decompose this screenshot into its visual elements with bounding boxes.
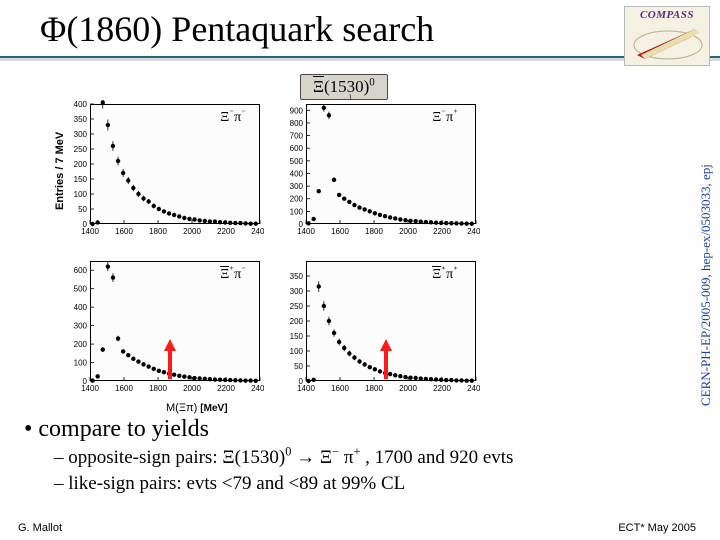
svg-text:0: 0	[83, 220, 88, 229]
footer-left: G. Mallot	[18, 522, 62, 534]
svg-text:50: 50	[78, 205, 87, 214]
svg-text:500: 500	[74, 285, 88, 294]
panel-title-tr: Ξ⁻π⁺	[432, 110, 458, 126]
red-arrow-bl	[163, 339, 177, 377]
svg-text:300: 300	[74, 322, 88, 331]
panel-tl: Entries / 7 MeV 140016001800200022002400…	[56, 100, 264, 243]
svg-text:2400: 2400	[251, 384, 264, 393]
callout-xi-symbol: Ξ	[313, 77, 324, 97]
bullet-sub-1: – opposite-sign pairs: Ξ(1530)0 → Ξ− π+ …	[54, 447, 513, 469]
svg-text:300: 300	[74, 130, 88, 139]
svg-text:700: 700	[290, 132, 304, 141]
svg-text:900: 900	[290, 106, 304, 115]
svg-text:2000: 2000	[183, 384, 201, 393]
bullet-sub-2: – like-sign pairs: evts <79 and <89 at 9…	[54, 473, 513, 495]
svg-text:300: 300	[290, 287, 304, 296]
svg-text:2000: 2000	[399, 384, 417, 393]
svg-text:0: 0	[299, 220, 304, 229]
title-underline	[0, 56, 720, 62]
svg-text:1600: 1600	[115, 384, 133, 393]
bullet-main: • compare to yields	[24, 416, 513, 443]
svg-text:350: 350	[74, 115, 88, 124]
svg-text:400: 400	[74, 303, 88, 312]
svg-text:1800: 1800	[149, 227, 167, 236]
svg-text:100: 100	[74, 190, 88, 199]
svg-text:200: 200	[290, 195, 304, 204]
svg-text:1800: 1800	[365, 227, 383, 236]
svg-text:1800: 1800	[365, 384, 383, 393]
svg-text:0: 0	[83, 377, 88, 386]
svg-text:2200: 2200	[433, 384, 451, 393]
svg-text:2400: 2400	[467, 227, 480, 236]
svg-text:200: 200	[74, 340, 88, 349]
svg-text:250: 250	[290, 302, 304, 311]
x-axis-label: M(Ξπ) [MeV]	[166, 402, 228, 414]
svg-text:600: 600	[290, 144, 304, 153]
svg-text:250: 250	[74, 145, 88, 154]
svg-text:100: 100	[290, 347, 304, 356]
svg-text:150: 150	[290, 332, 304, 341]
svg-text:200: 200	[290, 317, 304, 326]
callout-xi1530-bar-top: Ξ(1530)0	[300, 74, 388, 100]
svg-text:100: 100	[290, 207, 304, 216]
footer-right: ECT* May 2005	[618, 522, 696, 534]
compass-needle-icon	[629, 19, 707, 65]
svg-text:2000: 2000	[399, 227, 417, 236]
red-arrow-br	[379, 339, 393, 377]
svg-text:600: 600	[74, 266, 88, 275]
panel-title-bl: Ξ⁺π⁻	[220, 267, 246, 283]
panel-title-tl: Ξ⁻π⁻	[220, 110, 246, 126]
svg-text:50: 50	[294, 362, 303, 371]
svg-text:2200: 2200	[217, 384, 235, 393]
svg-text:200: 200	[74, 160, 88, 169]
svg-text:800: 800	[290, 119, 304, 128]
svg-text:100: 100	[74, 359, 88, 368]
svg-text:2400: 2400	[251, 227, 264, 236]
svg-text:2400: 2400	[467, 384, 480, 393]
panel-bl: 1400160018002000220024000100200300400500…	[56, 257, 264, 400]
svg-text:2000: 2000	[183, 227, 201, 236]
svg-text:500: 500	[290, 157, 304, 166]
side-citation: CERN-PH-EP/2005-009, hep-ex/0503033, epj	[698, 70, 716, 500]
svg-text:1800: 1800	[149, 384, 167, 393]
page-title: Φ(1860) Pentaquark search	[40, 8, 434, 50]
panel-title-br: Ξ⁺π⁺	[432, 267, 458, 283]
bullets-block: • compare to yields – opposite-sign pair…	[24, 416, 513, 495]
svg-text:300: 300	[290, 182, 304, 191]
svg-text:150: 150	[74, 175, 88, 184]
charts-grid: Entries / 7 MeV 140016001800200022002400…	[56, 100, 480, 400]
svg-text:2200: 2200	[217, 227, 235, 236]
compass-logo: COMPASS	[624, 6, 710, 66]
svg-text:1600: 1600	[331, 384, 349, 393]
callout-top-text: (1530)0	[324, 77, 375, 96]
svg-text:400: 400	[74, 100, 88, 109]
svg-text:350: 350	[290, 272, 304, 281]
panel-tr: 1400160018002000220024000100200300400500…	[272, 100, 480, 243]
svg-text:400: 400	[290, 169, 304, 178]
svg-text:1600: 1600	[331, 227, 349, 236]
svg-text:2200: 2200	[433, 227, 451, 236]
svg-text:1600: 1600	[115, 227, 133, 236]
svg-text:0: 0	[299, 377, 304, 386]
panel-br: 1400160018002000220024000501001502002503…	[272, 257, 480, 400]
